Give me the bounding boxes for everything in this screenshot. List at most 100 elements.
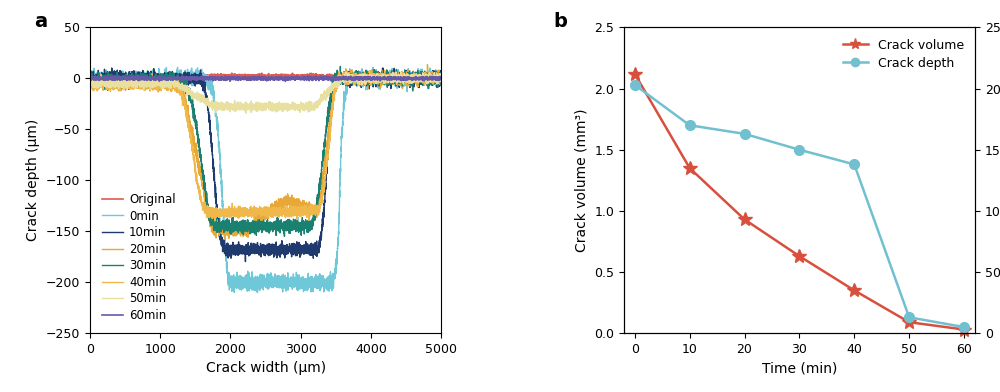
40min xyxy=(232,212,244,217)
60min xyxy=(232,76,244,81)
Y-axis label: Crack volume (mm³): Crack volume (mm³) xyxy=(575,109,589,252)
50min xyxy=(251,104,263,109)
20min xyxy=(435,74,447,79)
40min xyxy=(84,80,96,85)
Crack volume xyxy=(958,327,970,332)
Original xyxy=(251,74,263,79)
Crack depth xyxy=(629,83,641,87)
Crack volume xyxy=(739,217,751,222)
Original xyxy=(234,73,246,78)
Crack volume xyxy=(848,288,860,293)
Crack volume xyxy=(903,320,915,325)
30min xyxy=(232,222,244,227)
Line: Original: Original xyxy=(90,73,441,80)
0min xyxy=(84,79,96,84)
40min xyxy=(435,75,447,80)
Crack volume xyxy=(684,166,696,171)
Original xyxy=(435,74,447,79)
Crack depth xyxy=(958,325,970,329)
30min xyxy=(234,220,246,225)
20min xyxy=(251,219,263,223)
40min xyxy=(425,76,437,81)
Line: 30min: 30min xyxy=(90,66,441,236)
Y-axis label: Crack depth (μm): Crack depth (μm) xyxy=(26,119,40,241)
Line: Crack depth: Crack depth xyxy=(630,80,969,332)
60min xyxy=(425,74,437,79)
Line: 60min: 60min xyxy=(90,75,441,81)
60min xyxy=(84,74,96,79)
Original xyxy=(107,77,119,82)
60min xyxy=(407,77,419,82)
10min xyxy=(407,79,419,83)
0min xyxy=(232,283,244,288)
Original xyxy=(338,70,350,75)
20min xyxy=(407,78,419,83)
10min xyxy=(234,251,246,256)
30min xyxy=(407,69,419,74)
X-axis label: Crack width (μm): Crack width (μm) xyxy=(206,361,326,376)
40min xyxy=(251,209,263,214)
60min xyxy=(339,76,351,81)
30min xyxy=(425,77,437,82)
50min xyxy=(340,70,352,74)
Original xyxy=(407,74,419,79)
20min xyxy=(425,78,437,82)
50min xyxy=(84,82,96,87)
20min xyxy=(421,62,433,67)
60min xyxy=(251,76,263,81)
Line: 20min: 20min xyxy=(90,65,441,239)
Line: 40min: 40min xyxy=(90,71,441,221)
Line: Crack volume: Crack volume xyxy=(628,67,971,336)
50min xyxy=(234,106,246,111)
Original xyxy=(232,74,244,79)
0min xyxy=(367,65,379,70)
10min xyxy=(339,79,351,83)
40min xyxy=(234,211,246,215)
10min xyxy=(435,79,447,83)
10min xyxy=(232,249,244,253)
0min xyxy=(251,280,263,285)
0min xyxy=(407,79,419,84)
60min xyxy=(279,79,291,83)
10min xyxy=(251,246,263,251)
0min xyxy=(425,78,437,83)
20min xyxy=(339,74,351,79)
0min xyxy=(234,277,246,281)
Crack depth xyxy=(739,131,751,136)
50min xyxy=(240,111,252,116)
10min xyxy=(84,76,96,81)
Legend: Crack volume, Crack depth: Crack volume, Crack depth xyxy=(838,34,969,75)
30min xyxy=(334,64,346,69)
30min xyxy=(339,81,351,85)
Legend: Original, 0min, 10min, 20min, 30min, 40min, 50min, 60min: Original, 0min, 10min, 20min, 30min, 40m… xyxy=(99,191,178,324)
Crack volume xyxy=(793,254,805,258)
30min xyxy=(84,75,96,80)
0min xyxy=(435,69,447,73)
Original xyxy=(339,75,351,80)
10min xyxy=(377,66,389,71)
Text: b: b xyxy=(554,12,567,31)
50min xyxy=(232,103,244,108)
30min xyxy=(251,226,263,230)
20min xyxy=(84,78,96,82)
30min xyxy=(278,234,290,239)
Line: 0min: 0min xyxy=(90,67,441,292)
0min xyxy=(339,96,351,101)
Crack depth xyxy=(684,123,696,128)
40min xyxy=(407,77,419,82)
20min xyxy=(232,226,244,230)
Text: a: a xyxy=(34,12,47,31)
40min xyxy=(209,219,221,223)
Line: 50min: 50min xyxy=(90,72,441,113)
0min xyxy=(251,290,263,295)
40min xyxy=(379,68,391,73)
20min xyxy=(219,236,231,241)
30min xyxy=(435,81,447,86)
60min xyxy=(234,77,246,82)
10min xyxy=(239,259,251,264)
Crack depth xyxy=(793,147,805,152)
60min xyxy=(435,76,447,80)
20min xyxy=(234,229,246,233)
50min xyxy=(425,73,437,78)
Crack volume xyxy=(629,72,641,76)
